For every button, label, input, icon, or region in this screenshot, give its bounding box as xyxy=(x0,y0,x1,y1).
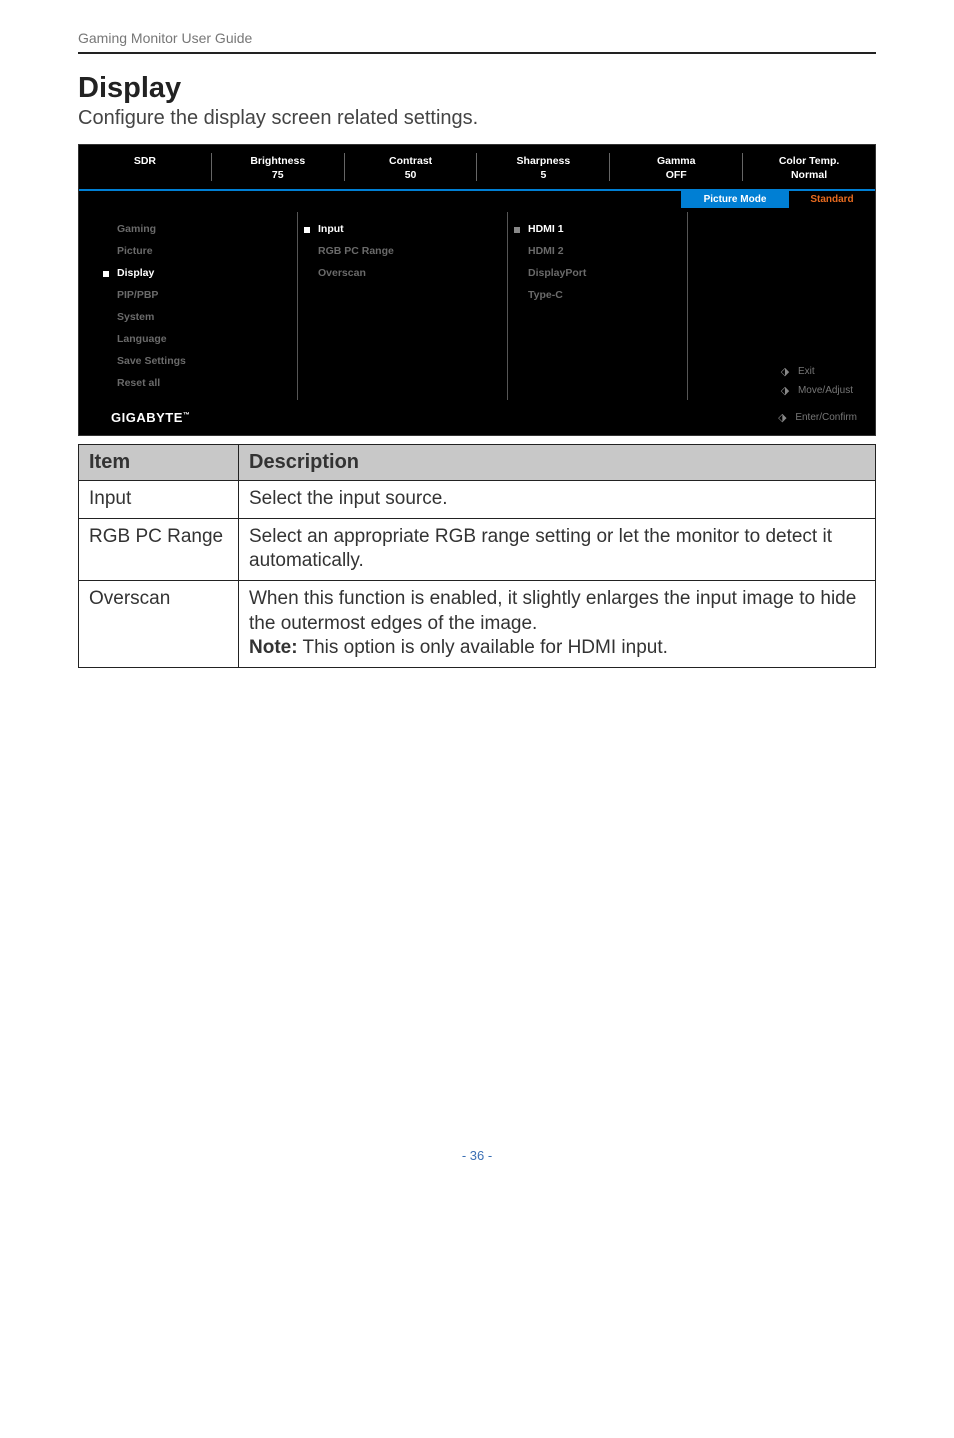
hint-exit: ⬗ Exit xyxy=(778,362,853,381)
page-number: - 36 - xyxy=(78,1148,876,1193)
osd-status-bar: SDR Brightness 75 Contrast 50 Sharpness … xyxy=(79,145,875,189)
page-header: Gaming Monitor User Guide xyxy=(78,30,876,54)
cell-desc: When this function is enabled, it slight… xyxy=(239,581,876,668)
osd-status-gamma: Gamma OFF xyxy=(610,145,742,189)
cell-desc: Select an appropriate RGB range setting … xyxy=(239,518,876,580)
hint-label: Enter/Confirm xyxy=(795,412,857,423)
cell-item: Input xyxy=(79,481,239,519)
menu-item-save-settings[interactable]: Save Settings xyxy=(97,350,297,372)
note-text: This option is only available for HDMI i… xyxy=(298,637,668,658)
section-subtitle: Configure the display screen related set… xyxy=(78,107,876,130)
picture-mode-value: Standard xyxy=(789,191,875,208)
section-title: Display xyxy=(78,72,876,105)
osd-main-menu: Gaming Picture Display PIP/PBP System La… xyxy=(97,212,297,400)
menu-item-system[interactable]: System xyxy=(97,306,297,328)
cell-item: Overscan xyxy=(79,581,239,668)
table-row: Input Select the input source. xyxy=(79,481,876,519)
input-option-typec[interactable]: Type-C xyxy=(508,284,687,306)
status-label: Gamma xyxy=(610,155,742,167)
brand-logo: GIGABYTE™ xyxy=(111,410,190,425)
table-row: RGB PC Range Select an appropriate RGB r… xyxy=(79,518,876,580)
status-label: Brightness xyxy=(212,155,344,167)
osd-status-contrast: Contrast 50 xyxy=(345,145,477,189)
joystick-icon: ⬗ xyxy=(775,411,789,424)
submenu-item-overscan[interactable]: Overscan xyxy=(298,262,507,284)
status-value: 50 xyxy=(345,169,477,181)
menu-item-language[interactable]: Language xyxy=(97,328,297,350)
osd-status-sharpness: Sharpness 5 xyxy=(477,145,609,189)
input-option-hdmi1[interactable]: HDMI 1 xyxy=(508,218,687,240)
osd-hint-column: ⬗ Exit ⬗ Move/Adjust xyxy=(687,212,857,400)
menu-item-picture[interactable]: Picture xyxy=(97,240,297,262)
menu-item-pippbp[interactable]: PIP/PBP xyxy=(97,284,297,306)
table-row: Overscan When this function is enabled, … xyxy=(79,581,876,668)
osd-status-colortemp: Color Temp. Normal xyxy=(743,145,875,189)
description-table: Item Description Input Select the input … xyxy=(78,444,876,668)
table-header-row: Item Description xyxy=(79,445,876,481)
cell-desc: Select the input source. xyxy=(239,481,876,519)
joystick-icon: ⬗ xyxy=(778,365,792,378)
hint-label: Exit xyxy=(798,366,815,377)
submenu-item-rgb-range[interactable]: RGB PC Range xyxy=(298,240,507,262)
hint-move: ⬗ Move/Adjust xyxy=(778,381,853,400)
desc-text: When this function is enabled, it slight… xyxy=(249,588,856,634)
header-description: Description xyxy=(239,445,876,481)
status-value: 5 xyxy=(477,169,609,181)
input-option-hdmi2[interactable]: HDMI 2 xyxy=(508,240,687,262)
osd-submenu-2: HDMI 1 HDMI 2 DisplayPort Type-C xyxy=(507,212,687,400)
osd-submenu-1: Input RGB PC Range Overscan xyxy=(297,212,507,400)
osd-status-sdr: SDR xyxy=(79,145,211,189)
status-label: Sharpness xyxy=(477,155,609,167)
status-label: Color Temp. xyxy=(743,155,875,167)
header-item: Item xyxy=(79,445,239,481)
status-label: SDR xyxy=(79,155,211,167)
status-value: Normal xyxy=(743,169,875,181)
input-option-displayport[interactable]: DisplayPort xyxy=(508,262,687,284)
menu-item-display[interactable]: Display xyxy=(97,262,297,284)
note-label: Note: xyxy=(249,637,298,658)
submenu-item-input[interactable]: Input xyxy=(298,218,507,240)
cell-item: RGB PC Range xyxy=(79,518,239,580)
joystick-icon: ⬗ xyxy=(778,384,792,397)
osd-panel: SDR Brightness 75 Contrast 50 Sharpness … xyxy=(78,144,876,436)
osd-menu-body: Gaming Picture Display PIP/PBP System La… xyxy=(79,208,875,410)
osd-footer: GIGABYTE™ ⬗ Enter/Confirm xyxy=(79,410,875,435)
osd-status-brightness: Brightness 75 xyxy=(212,145,344,189)
status-label: Contrast xyxy=(345,155,477,167)
picture-mode-label: Picture Mode xyxy=(681,191,789,208)
hint-label: Move/Adjust xyxy=(798,385,853,396)
osd-picture-mode-bar: Picture Mode Standard xyxy=(79,191,875,208)
status-value: 75 xyxy=(212,169,344,181)
hint-enter: ⬗ Enter/Confirm xyxy=(775,411,857,424)
status-value: OFF xyxy=(610,169,742,181)
menu-item-gaming[interactable]: Gaming xyxy=(97,218,297,240)
menu-item-reset-all[interactable]: Reset all xyxy=(97,372,297,394)
